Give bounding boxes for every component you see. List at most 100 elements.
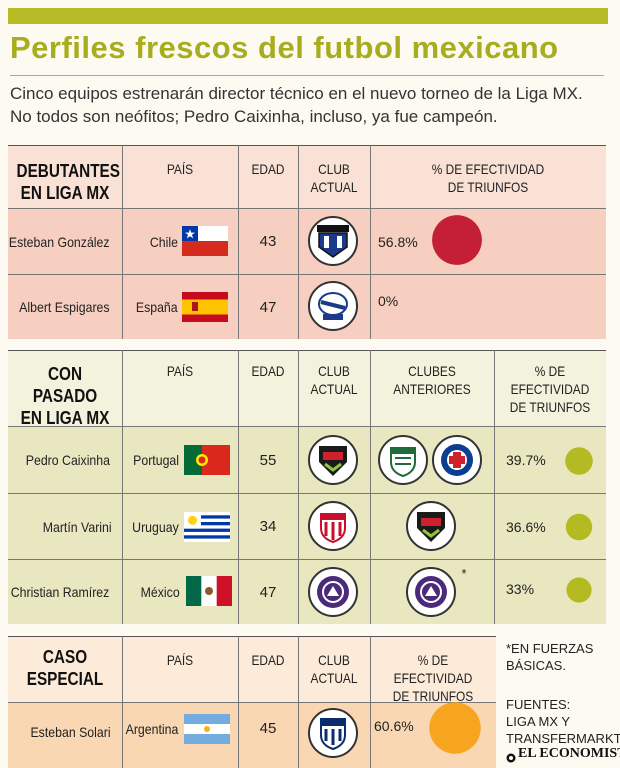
win-rate-circle [429,702,481,754]
column-header-pais: PAÍS [166,652,194,668]
uruguay-flag-icon [184,512,230,542]
win-rate-circle [566,577,592,603]
juarez-crest-icon [406,501,456,551]
cruz-azul-crest-icon [432,435,482,485]
section3-col-divider [298,636,299,768]
previous-club-footnote-mark: * [461,565,467,581]
section1-row-2-bg [8,275,606,339]
win-rate-dot [432,215,482,265]
country-name: Portugal [132,452,179,468]
coach-age: 43 [259,233,277,250]
section1-title: DEBUTANTES EN LIGA MX [16,161,120,203]
section2-col-divider [494,350,495,624]
section1-col-divider [122,145,123,339]
coach-name: Esteban Solari [30,724,111,740]
win-rate-circle [565,447,593,475]
section2-row-rule [8,559,606,560]
santos-crest-icon [378,435,428,485]
section1-col-divider [298,145,299,339]
puebla-crest-icon [308,281,358,331]
section3-col-divider [238,636,239,768]
win-rate-dot [565,513,593,541]
column-header-clubes-anteriores: CLUBES ANTERIORES [393,363,471,397]
title-divider [10,75,604,76]
column-header-edad: EDAD [251,652,285,668]
mazatlan-crest-icon [308,567,358,617]
section2-col-divider [238,350,239,624]
mazatlan-crest-icon [406,567,456,617]
win-rate-dot [565,447,593,475]
section2-title: CON PASADO EN LIGA MX [20,364,110,428]
country-name: España [135,299,178,315]
section3-top-rule [8,636,496,637]
win-rate-dot [429,702,481,754]
section2-header-rule [8,426,606,427]
queretaro-crest-icon [308,216,358,266]
section3-header-bg [8,636,496,702]
portugal-flag-icon [184,445,230,475]
win-rate-dot [566,577,592,603]
win-percentage: 39.7% [506,452,546,468]
coach-age: 45 [259,719,277,737]
country-name: Argentina [125,721,179,737]
el-economista-logo-icon [506,750,516,763]
section3-title: CASO ESPECIAL [26,647,104,689]
win-percentage: 33% [506,581,535,597]
section3-col-divider [370,636,371,768]
subtitle-line-2: No todos son neófitos; Pedro Caixinha, i… [10,107,498,126]
page-title: Perfiles frescos del futbol mexicano [10,30,559,65]
necaxa-crest-icon [308,501,358,551]
coach-age: 34 [259,518,277,535]
win-percentage: 0% [378,293,399,309]
section1-top-rule [8,145,606,146]
column-header-pais: PAÍS [166,161,194,177]
section1-row-rule [8,274,606,275]
top-accent-bar [8,8,608,24]
section1-header-bg [8,145,606,208]
section3-col-divider [122,636,123,768]
pachuca-crest-icon [308,708,358,758]
column-header-efectividad: % DE EFECTIVIDAD DE TRIUNFOS [392,652,474,704]
argentina-flag-icon [184,714,230,744]
column-header-efectividad: % DE EFECTIVIDAD DE TRIUNFOS [431,161,545,195]
juarez-crest-icon [308,435,358,485]
win-percentage: 56.8% [378,233,418,250]
column-header-club-actual: CLUB ACTUAL [310,652,358,686]
section1-header-rule [8,208,606,209]
sources: FUENTES: LIGA MX Y TRANSFERMARKT [506,697,620,746]
section1-row-1-bg [8,209,606,274]
coach-name: Albert Espigares [19,299,110,315]
section2-row-2-bg [8,494,606,559]
country-name: México [140,584,180,600]
win-percentage: 60.6% [374,718,414,734]
coach-name: Christian Ramírez [10,584,110,600]
brand-logo: EL ECONOMISTA [518,746,620,761]
coach-name: Esteban González [8,233,110,250]
column-header-efectividad: % DE EFECTIVIDAD DE TRIUNFOS [509,363,591,415]
column-header-club-actual: CLUB ACTUAL [310,363,358,397]
section1-col-divider [370,145,371,339]
mexico-flag-icon [186,576,232,606]
coach-age: 55 [259,451,277,469]
chile-flag-icon [182,226,228,256]
country-name: Uruguay [132,518,179,535]
section2-row-1-bg [8,427,606,493]
coach-age: 47 [259,298,277,316]
section3-header-rule [8,702,496,703]
column-header-club-actual: CLUB ACTUAL [310,161,358,195]
section2-row-3-bg [8,560,606,624]
section2-col-divider [298,350,299,624]
section2-col-divider [370,350,371,624]
coach-age: 47 [259,583,277,601]
column-header-edad: EDAD [251,161,285,177]
column-header-pais: PAÍS [166,363,194,379]
footnote: *EN FUERZAS BÁSICAS. [506,641,594,673]
win-rate-circle [432,215,482,265]
section1-col-divider [238,145,239,339]
section2-col-divider [122,350,123,624]
coach-name: Martín Varini [42,518,112,535]
section2-row-rule [8,493,606,494]
column-header-edad: EDAD [251,363,285,379]
subtitle: Cinco equipos estrenarán director técnic… [10,82,610,128]
section2-header-bg [8,350,606,426]
